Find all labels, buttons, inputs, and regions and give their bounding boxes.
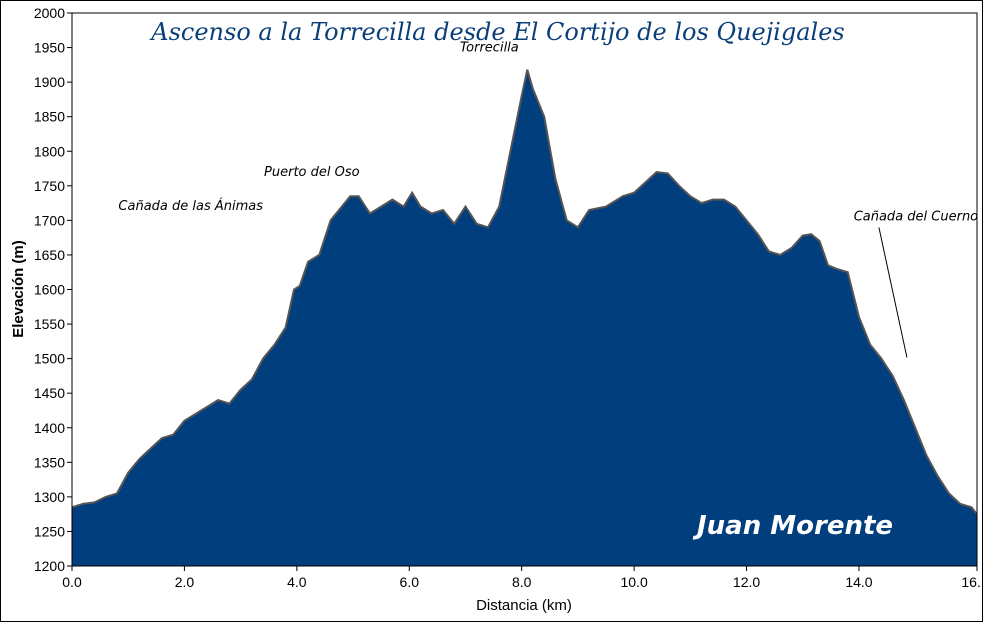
x-tick-label: 2.0 — [175, 574, 195, 590]
y-tick-label: 1300 — [34, 489, 65, 505]
y-tick-label: 1200 — [34, 558, 65, 574]
annotation-label: Torrecilla — [460, 41, 519, 56]
author-label: Juan Morente — [692, 511, 893, 541]
annotation-leader-line — [878, 227, 908, 358]
x-tick-label: 6.0 — [400, 574, 420, 590]
elevation-area — [72, 69, 977, 566]
y-tick-label: 1850 — [34, 109, 65, 125]
chart-title: Ascenso a la Torrecilla desde El Cortijo… — [149, 18, 844, 46]
x-tick-label: 8.0 — [512, 574, 532, 590]
x-tick-label: 4.0 — [287, 574, 307, 590]
x-axis-title: Distancia (km) — [476, 597, 572, 614]
y-tick-label: 1450 — [34, 385, 65, 401]
annotation-label: Cañada de las Ánimas — [118, 198, 263, 214]
x-tick-label: 10.0 — [620, 574, 647, 590]
y-tick-label: 1750 — [34, 178, 65, 194]
annotations: Torrecilla Puerto del Oso Cañada de las Án… — [118, 41, 978, 358]
x-axis-ticks: 0.0 2.0 4.0 6.0 8.0 10.0 12.0 14.0 16.1 — [62, 566, 983, 590]
y-tick-label: 1550 — [34, 316, 65, 332]
y-tick-label: 1650 — [34, 247, 65, 263]
x-tick-label: 12.0 — [733, 574, 760, 590]
y-tick-label: 1800 — [34, 143, 65, 159]
x-tick-label: 0.0 — [62, 574, 82, 590]
y-axis-ticks: 1200 1250 1300 1350 1400 1450 1500 1550 1600 1650… — [34, 5, 72, 574]
y-tick-label: 1600 — [34, 282, 65, 298]
y-tick-label: 1700 — [34, 212, 65, 228]
y-tick-label: 1500 — [34, 351, 65, 367]
y-tick-label: 1400 — [34, 420, 65, 436]
elevation-outline — [71, 69, 978, 515]
y-tick-label: 1950 — [34, 40, 65, 56]
annotation-label: Cañada del Cuerno — [854, 209, 978, 224]
y-tick-label: 1350 — [34, 454, 65, 470]
annotation-label: Puerto del Oso — [264, 165, 360, 180]
y-tick-label: 1900 — [34, 74, 65, 90]
x-tick-label: 14.0 — [845, 574, 872, 590]
y-tick-label: 1250 — [34, 523, 65, 539]
y-tick-label: 2000 — [34, 5, 65, 21]
x-tick-label: 16.1 — [961, 574, 983, 590]
y-axis-title: Elevación (m) — [10, 240, 27, 338]
